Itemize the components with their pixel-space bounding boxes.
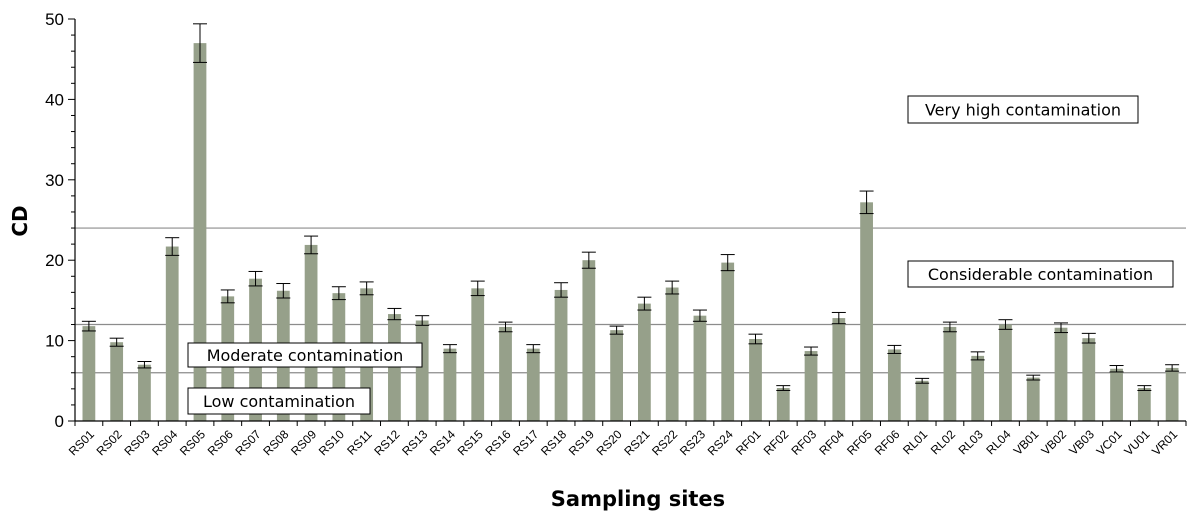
- zone-box-moderate-contamination: [187, 342, 423, 368]
- x-tick-label-rs09: RS09: [288, 427, 319, 458]
- x-tick-label-rl01: RL01: [900, 427, 930, 457]
- x-tick-label-rs19: RS19: [566, 427, 597, 458]
- bar-vb03: [1082, 338, 1096, 421]
- x-tick-label-rs24: RS24: [705, 427, 736, 458]
- x-tick-label-rs01: RS01: [66, 427, 97, 458]
- y-tick-label-0: 0: [55, 412, 64, 431]
- x-tick-label-rf03: RF03: [789, 427, 820, 458]
- bar-rs12: [388, 314, 401, 421]
- bar-rs16: [499, 326, 512, 421]
- x-tick-label-rs21: RS21: [621, 427, 652, 458]
- x-axis-title: Sampling sites: [551, 487, 725, 511]
- x-tick-label-rf06: RF06: [872, 427, 903, 458]
- bar-rs15: [471, 288, 485, 421]
- x-tick-label-rs12: RS12: [371, 427, 402, 458]
- x-tick-labels: RS01RS02RS03RS04RS05RS06RS07RS08RS09RS10…: [66, 427, 1181, 458]
- bar-rs02: [110, 342, 124, 421]
- x-tick-label-rl02: RL02: [928, 427, 958, 457]
- x-tick-label-vb03: VB03: [1066, 427, 1097, 458]
- x-tick-label-rs08: RS08: [260, 427, 291, 458]
- x-tick-label-rs20: RS20: [594, 427, 625, 458]
- bar-rl03: [971, 355, 985, 421]
- bar-rs03: [138, 364, 151, 421]
- x-tick-label-rf02: RF02: [761, 427, 792, 458]
- bar-vr01: [1165, 367, 1179, 421]
- zone-label-considerable-contamination: Considerable contamination: [928, 265, 1153, 284]
- zone-label-moderate-contamination: Moderate contamination: [207, 346, 404, 365]
- y-tick-label-50: 50: [45, 10, 64, 29]
- bar-rf03: [804, 351, 818, 421]
- bar-rs22: [665, 287, 679, 421]
- error-bars-group: [81, 23, 1180, 391]
- bar-rl02: [943, 326, 957, 421]
- bar-rs05: [193, 43, 207, 422]
- x-tick-label-vu01: VU01: [1121, 427, 1152, 458]
- bar-rs21: [637, 303, 651, 421]
- x-tick-label-rs17: RS17: [510, 427, 541, 458]
- x-tick-label-vb01: VB01: [1011, 427, 1042, 458]
- x-tick-label-rs07: RS07: [233, 427, 264, 458]
- bar-rs18: [554, 289, 568, 421]
- x-tick-label-rf04: RF04: [816, 427, 847, 458]
- x-tick-label-rs22: RS22: [649, 427, 680, 458]
- x-tick-label-rs11: RS11: [344, 427, 375, 458]
- x-tick-label-rs02: RS02: [94, 427, 125, 458]
- bar-rf04: [832, 318, 846, 421]
- bar-rs01: [82, 326, 96, 421]
- x-tick-label-rl04: RL04: [983, 427, 1013, 457]
- zone-label-low-contamination: Low contamination: [203, 392, 355, 411]
- zone-box-considerable-contamination: [907, 260, 1174, 288]
- bar-rl04: [999, 324, 1012, 421]
- bar-rf05: [860, 202, 873, 421]
- y-tick-labels: 0 10 20 30 40 50: [45, 10, 64, 431]
- x-tick-label-rf05: RF05: [844, 427, 875, 458]
- bar-rf02: [776, 388, 790, 421]
- bar-rs23: [693, 315, 707, 421]
- x-tick-label-rs18: RS18: [538, 427, 569, 458]
- bar-rs20: [610, 330, 624, 421]
- zone-box-very-high-contamination: [907, 95, 1139, 124]
- x-tick-label-vc01: VC01: [1094, 427, 1125, 458]
- bar-vu01: [1137, 388, 1151, 421]
- bar-rl01: [915, 380, 929, 421]
- bar-rs19: [582, 260, 596, 421]
- bar-rs14: [443, 348, 457, 421]
- x-tick-label-vr01: VR01: [1149, 427, 1180, 458]
- x-tick-label-rs13: RS13: [399, 427, 430, 458]
- x-tick-label-rf01: RF01: [733, 427, 764, 458]
- bar-rs13: [415, 320, 429, 421]
- bar-rs04: [165, 246, 179, 421]
- x-tick-label-rs10: RS10: [316, 427, 347, 458]
- x-tick-label-rs15: RS15: [455, 427, 486, 458]
- x-tick-label-rs04: RS04: [149, 427, 180, 458]
- x-tick-label-rl03: RL03: [956, 427, 986, 457]
- bar-rf01: [749, 338, 762, 421]
- x-tick-label-vb02: VB02: [1038, 427, 1069, 458]
- y-tick-label-30: 30: [45, 171, 64, 190]
- x-tick-label-rs14: RS14: [427, 427, 458, 458]
- bar-vb01: [1026, 377, 1040, 421]
- x-tick-label-rs05: RS05: [177, 427, 208, 458]
- y-tick-label-10: 10: [45, 332, 64, 351]
- y-axis-title: CD: [8, 205, 32, 236]
- x-tick-label-rs16: RS16: [482, 427, 513, 458]
- bar-rf06: [887, 349, 901, 421]
- bar-rs17: [526, 348, 540, 421]
- x-tick-label-rs23: RS23: [677, 427, 708, 458]
- y-tick-label-20: 20: [45, 251, 64, 270]
- zone-box-low-contamination: [187, 387, 371, 415]
- x-tick-label-rs03: RS03: [121, 427, 152, 458]
- bar-vb02: [1054, 327, 1068, 421]
- axes-group: [68, 18, 1187, 426]
- x-tick-label-rs06: RS06: [205, 427, 236, 458]
- zone-label-very-high-contamination: Very high contamination: [925, 101, 1121, 120]
- y-tick-label-40: 40: [45, 90, 64, 109]
- bar-vc01: [1110, 368, 1123, 421]
- bar-rs24: [721, 262, 735, 421]
- zone-labels: Low contamination Moderate contamination C…: [187, 95, 1174, 415]
- bar-rs09: [304, 244, 318, 421]
